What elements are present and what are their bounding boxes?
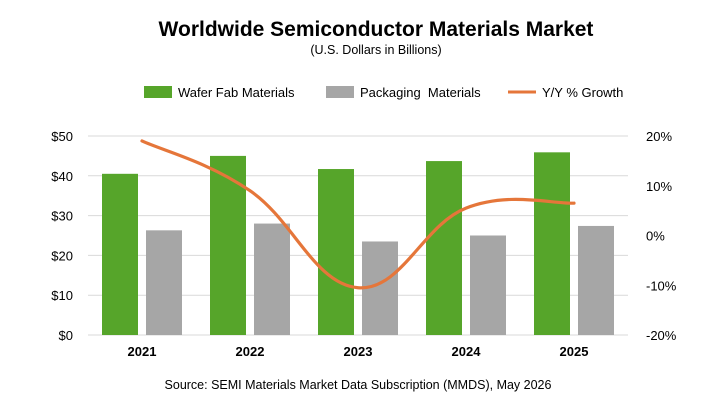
legend-swatch-packaging <box>326 86 354 98</box>
bar-wafer-fab-2025 <box>534 152 570 335</box>
bar-wafer-fab-2023 <box>318 169 354 335</box>
legend-swatch-wafer-fab <box>144 86 172 98</box>
x-axis: 2021 2022 2023 2024 2025 <box>128 344 589 359</box>
x-tick-label: 2024 <box>452 344 482 359</box>
left-tick-label: $50 <box>51 129 73 144</box>
x-tick-label: 2023 <box>344 344 373 359</box>
left-tick-label: $20 <box>51 248 73 263</box>
x-tick-label: 2025 <box>560 344 589 359</box>
growth-series-line <box>140 139 576 290</box>
bar-packaging-2021 <box>146 230 182 335</box>
chart-subtitle: (U.S. Dollars in Billions) <box>310 43 441 57</box>
right-tick-label: 0% <box>646 229 665 244</box>
legend: Wafer Fab Materials Packaging Materials … <box>144 85 623 100</box>
chart-title: Worldwide Semiconductor Materials Market <box>159 18 594 41</box>
legend-label-packaging: Packaging Materials <box>360 85 481 100</box>
bar-wafer-fab-2021 <box>102 173 138 335</box>
left-tick-label: $10 <box>51 288 73 303</box>
left-axis: $0 $10 $20 $30 $40 $50 <box>51 129 73 343</box>
x-tick-label: 2021 <box>128 344 157 359</box>
right-tick-label: -20% <box>646 328 677 343</box>
legend-label-wafer-fab: Wafer Fab Materials <box>178 85 295 100</box>
right-axis: -20% -10% 0% 10% 20% <box>646 129 677 343</box>
left-tick-label: $30 <box>51 209 73 224</box>
bar-packaging-2024 <box>470 235 506 335</box>
source-note: Source: SEMI Materials Market Data Subsc… <box>165 378 552 392</box>
right-tick-label: -10% <box>646 278 677 293</box>
left-tick-label: $40 <box>51 169 73 184</box>
legend-label-growth: Y/Y % Growth <box>542 85 623 100</box>
right-tick-label: 20% <box>646 129 672 144</box>
x-tick-label: 2022 <box>236 344 265 359</box>
bar-wafer-fab-2024 <box>426 161 462 335</box>
bar-packaging-2022 <box>254 223 290 335</box>
bar-packaging-2025 <box>578 225 614 335</box>
growth-line <box>140 139 576 290</box>
bars <box>102 152 614 335</box>
left-tick-label: $0 <box>59 328 73 343</box>
right-tick-label: 10% <box>646 179 672 194</box>
